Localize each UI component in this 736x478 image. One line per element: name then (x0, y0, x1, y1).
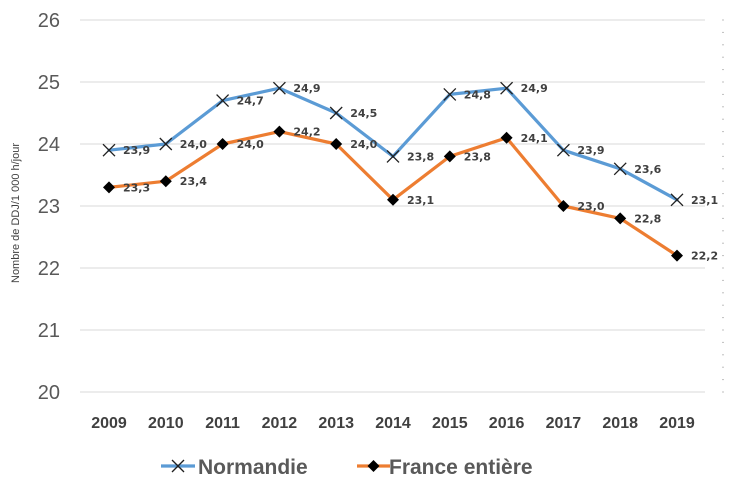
point-marker-diamond (443, 150, 456, 163)
data-label: 23,1 (691, 194, 718, 207)
point-marker-x (556, 143, 570, 157)
point-marker-x (443, 87, 457, 101)
marker-stroke (386, 149, 400, 163)
marker-stroke (272, 81, 286, 95)
marker-stroke (613, 162, 627, 176)
x-tick-label: 2015 (432, 415, 468, 432)
point-marker-diamond (557, 200, 570, 212)
x-tick-label: 2010 (148, 415, 184, 432)
data-label: 23,1 (407, 194, 434, 207)
y-tick-label: 26 (38, 10, 60, 32)
marker-stroke (329, 106, 343, 120)
x-tick-label: 2019 (659, 415, 695, 432)
point-marker-x (500, 81, 514, 95)
y-tick-label: 20 (38, 382, 60, 404)
marker-stroke (556, 143, 570, 157)
data-label: 23,3 (123, 181, 150, 194)
data-label: 23,8 (407, 150, 434, 163)
y-axis-ticks: 20 21 22 23 24 25 26 (38, 10, 60, 404)
y-tick-label: 22 (38, 258, 60, 280)
point-marker-diamond (273, 125, 286, 138)
legend-label: Normandie (198, 456, 308, 478)
data-label: 23,0 (577, 200, 604, 213)
marker-stroke (443, 87, 457, 101)
point-marker-diamond (330, 138, 343, 150)
marker-stroke (102, 143, 116, 157)
x-tick-label: 2011 (205, 415, 240, 432)
legend-marker-diamond (367, 460, 380, 472)
point-marker-x (613, 162, 627, 176)
point-marker-x (329, 106, 343, 120)
point-marker-x (670, 193, 684, 207)
point-marker-x (159, 137, 173, 151)
x-tick-label: 2013 (318, 415, 354, 432)
y-axis-label: Nombre de DDJ/1 000 h/jour (10, 143, 22, 283)
data-label: 24,5 (350, 107, 377, 120)
point-marker-x (272, 81, 286, 95)
data-label: 24,2 (293, 126, 320, 139)
x-tick-label: 2018 (602, 415, 638, 432)
marker-stroke (500, 81, 514, 95)
point-marker-diamond (159, 175, 172, 188)
point-marker-diamond (387, 193, 399, 206)
y-tick-label: 23 (38, 196, 60, 218)
data-label: 23,4 (180, 175, 207, 188)
y-tick-label: 24 (38, 134, 60, 156)
marker-stroke (216, 94, 230, 108)
point-marker-diamond (500, 131, 513, 144)
marker-stroke (159, 137, 173, 151)
data-label: 24,9 (293, 82, 320, 95)
x-tick-label: 2009 (91, 415, 127, 432)
gridlines (80, 19, 724, 393)
legend-label: France entière (389, 456, 533, 478)
point-marker-x (386, 149, 400, 163)
data-label: 24,0 (237, 138, 264, 151)
marker-stroke (670, 193, 684, 207)
data-label: 24,7 (237, 95, 264, 108)
legend: Normandie France entière (161, 456, 533, 478)
data-label: 24,0 (180, 138, 207, 151)
series-group: 23,9 24,0 24,7 24,9 24,5 23,8 24,8 24,9 23,9 23,6… (102, 81, 718, 263)
x-tick-label: 2012 (262, 415, 298, 432)
point-marker-x (102, 143, 116, 157)
data-label: 24,1 (521, 132, 548, 145)
y-tick-label: 25 (38, 72, 60, 94)
point-marker-diamond (671, 249, 683, 262)
x-tick-label: 2017 (546, 415, 582, 432)
data-label: 23,9 (577, 144, 604, 157)
data-label: 24,0 (350, 138, 377, 151)
point-marker-diamond (103, 181, 115, 194)
data-label: 23,8 (464, 150, 491, 163)
point-marker-diamond (216, 138, 229, 150)
data-label: 22,8 (634, 212, 661, 225)
legend-item-france: France entière (357, 456, 533, 478)
data-label: 22,2 (691, 250, 718, 263)
data-label: 23,9 (123, 144, 150, 157)
point-marker-x (216, 94, 230, 108)
x-axis-ticks: 2009 2010 2011 2012 2013 2014 2015 2016 2017 2018… (91, 415, 695, 432)
y-tick-label: 21 (38, 320, 60, 342)
legend-marker-stroke (171, 459, 185, 473)
legend-item-normandie: Normandie (161, 456, 308, 478)
data-label: 24,9 (521, 82, 548, 95)
x-tick-label: 2016 (489, 415, 525, 432)
point-marker-diamond (614, 212, 627, 225)
data-label: 23,6 (634, 163, 661, 176)
x-tick-label: 2014 (375, 415, 411, 432)
data-label: 24,8 (464, 88, 491, 101)
